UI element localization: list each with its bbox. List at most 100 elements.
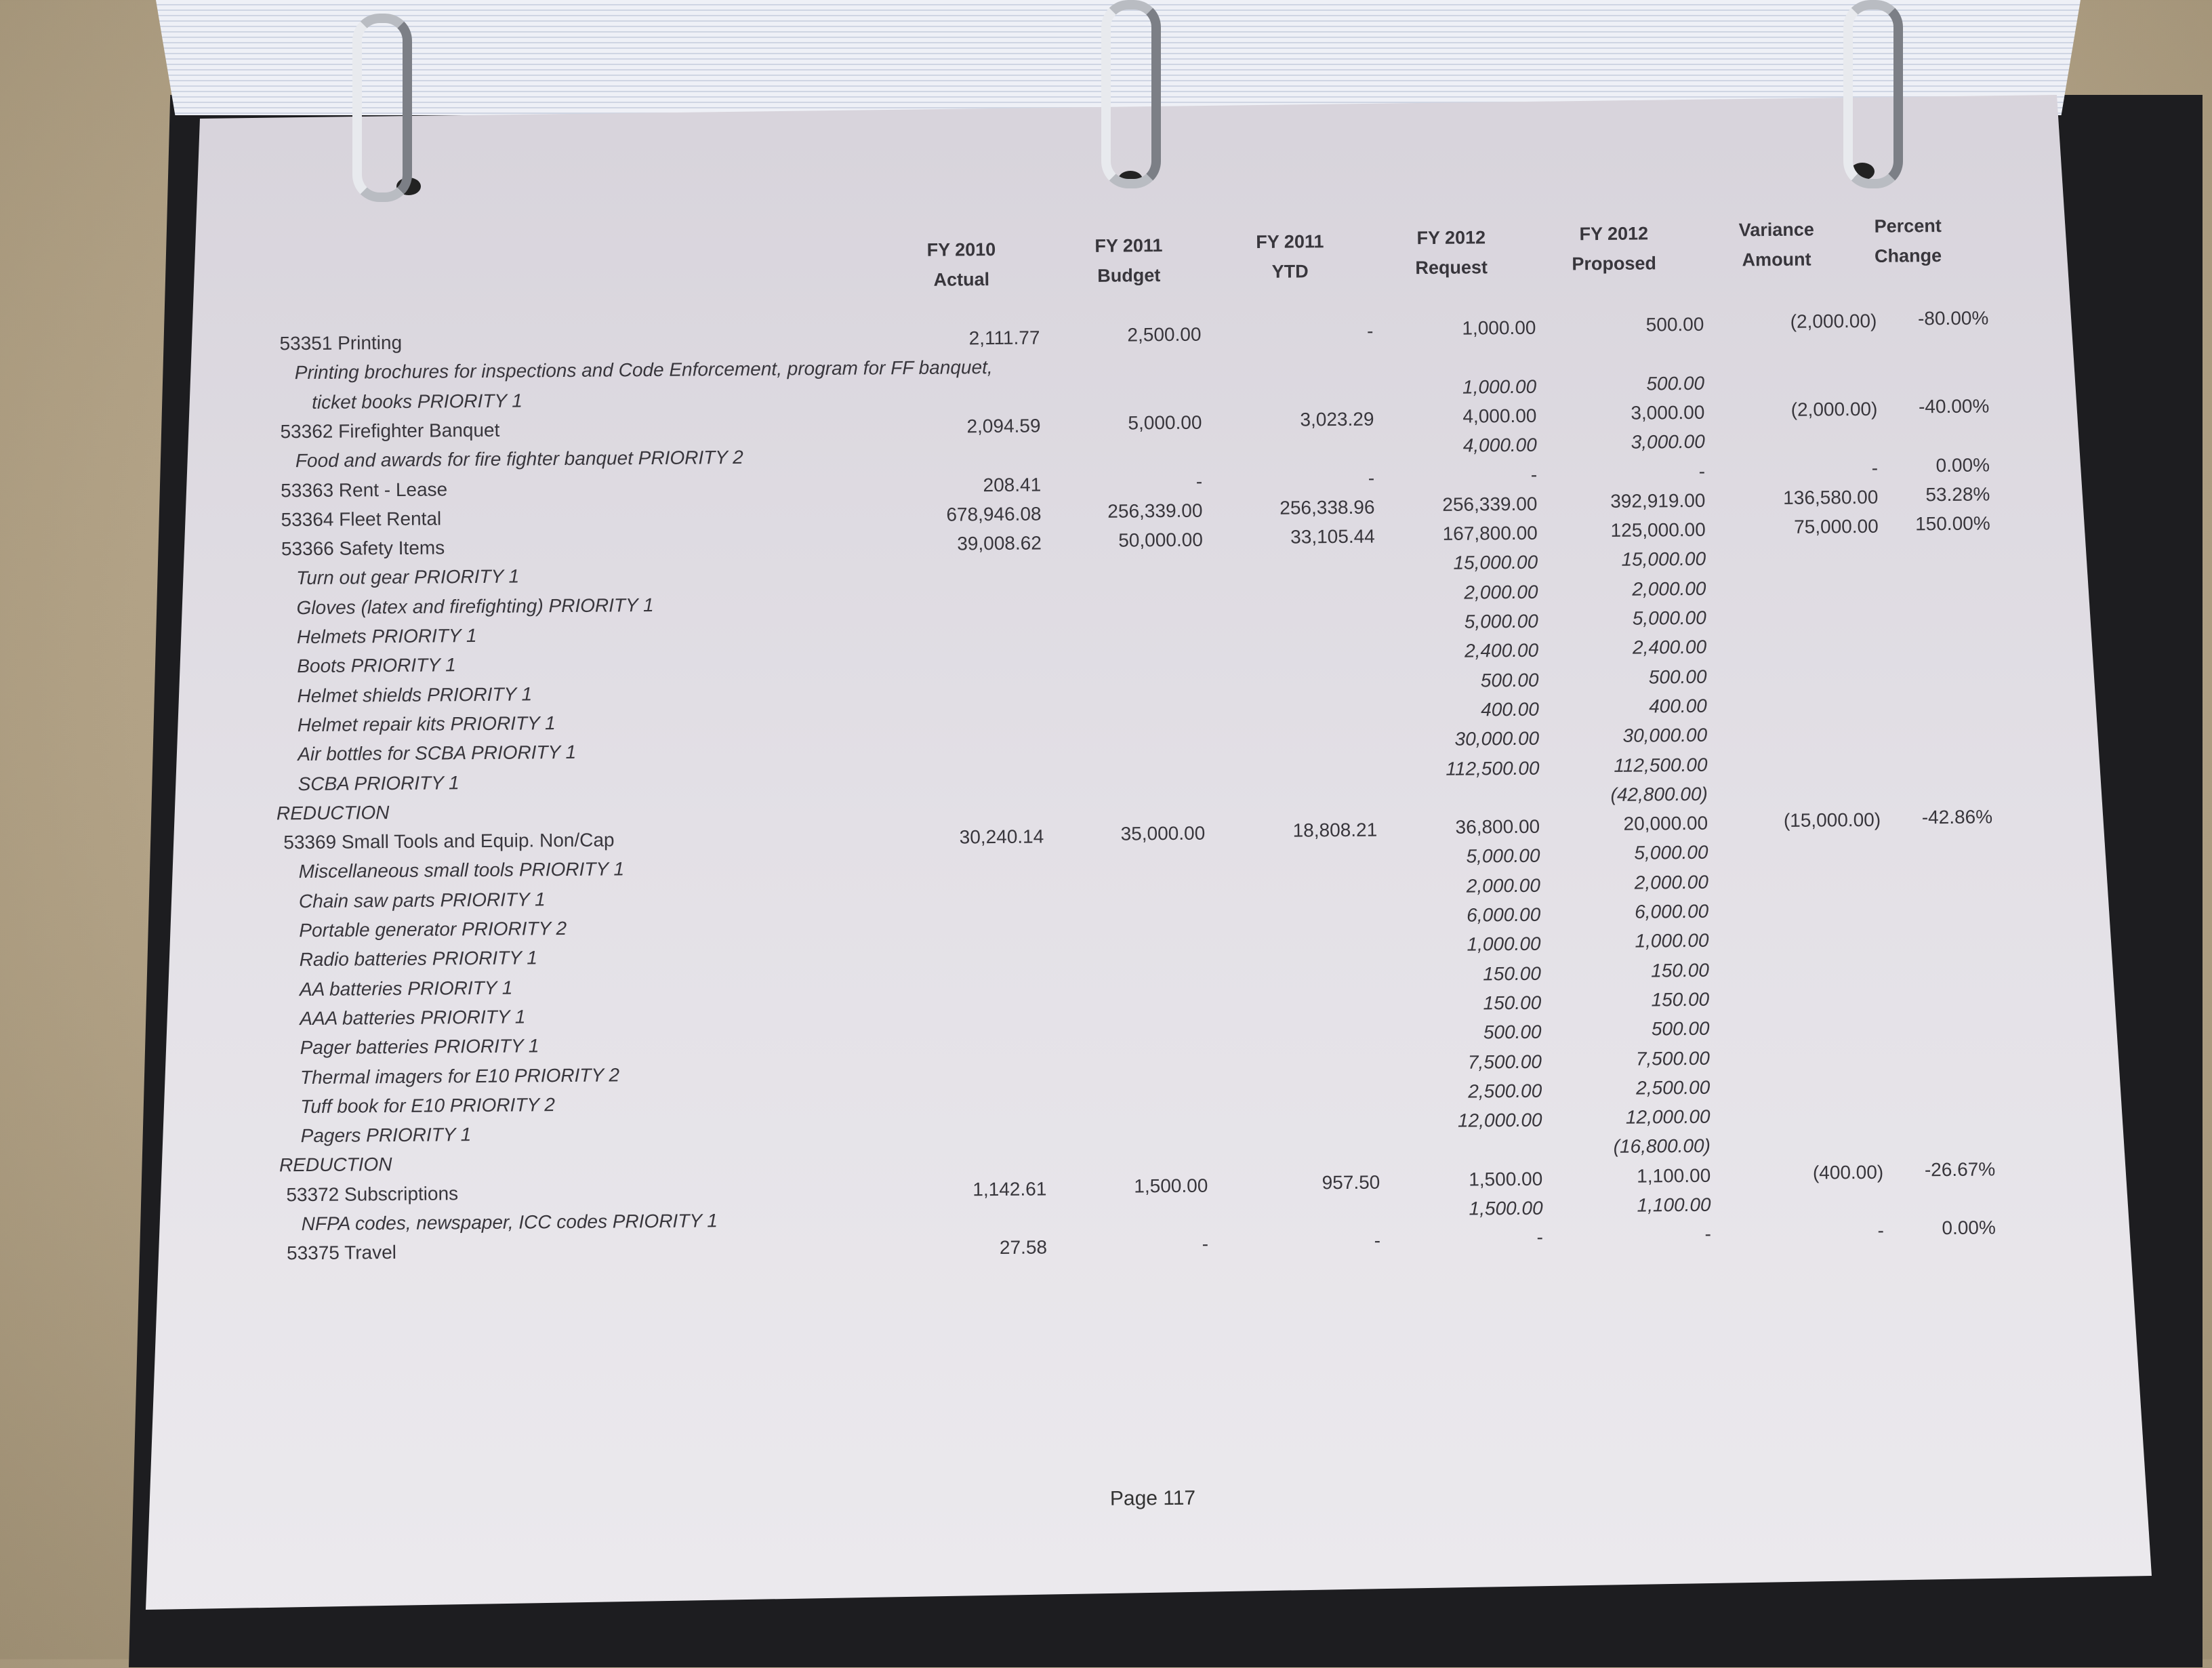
cell-value: 500.00 [1646,372,1705,394]
cell-value: 6,000.00 [1635,900,1709,922]
cell-value: 392,919.00 [1610,489,1706,512]
cell-value: 1,142.61 [972,1178,1047,1200]
cell-value: 53.28% [1925,483,1990,506]
cell-value: - [1536,1227,1544,1248]
cell-value: 2,000.00 [1464,581,1538,603]
cell-value: - [1366,320,1374,342]
cell-value: 500.00 [1483,1021,1542,1043]
header-line: Change [1874,245,1942,266]
cell-value: 27.58 [999,1236,1048,1259]
line-item-description: Chain saw parts PRIORITY 1 [298,888,546,912]
cell-value: 7,500.00 [1467,1051,1542,1073]
cell-value: 3,000.00 [1631,430,1705,453]
header-line: Request [1415,257,1488,279]
cell-value: - [1530,464,1538,485]
cell-value: -26.67% [1924,1158,1996,1180]
line-item-description: Gloves (latex and firefighting) PRIORITY… [296,594,654,618]
cell-value: 30,240.14 [959,826,1044,848]
cell-value: 150.00 [1651,959,1709,981]
line-item-description: Food and awards for fire fighter banquet… [295,447,743,472]
account-label: 53362 Firefighter Banquet [280,419,500,443]
column-header: Percent Change [1840,211,1976,272]
header-line: Budget [1097,265,1161,286]
header-line: FY 2011 [1094,235,1163,256]
line-item-description: Helmet shields PRIORITY 1 [297,683,533,706]
cell-value: 15,000.00 [1621,548,1706,571]
line-item-description: Helmet repair kits PRIORITY 1 [297,712,556,736]
cell-value: 35,000.00 [1120,822,1206,845]
cell-value: - [1195,470,1203,492]
line-item-description: SCBA PRIORITY 1 [298,771,459,794]
cell-value: 112,500.00 [1614,754,1708,776]
column-header: Variance Amount [1708,214,1845,275]
cell-value: 2,094.59 [966,415,1041,437]
cell-value: - [1374,1229,1381,1251]
cell-value: - [1202,1233,1209,1255]
cell-value: 2,000.00 [1466,874,1540,897]
column-header: FY 2011 Budget [1061,230,1197,291]
account-label: 53351 Printing [279,331,403,354]
cell-value: 0.00% [1936,453,1990,476]
cell-value: - [1368,467,1375,489]
cell-value: 2,111.77 [968,327,1040,349]
cell-value: -42.86% [1921,806,1993,828]
cell-value: 1,500.00 [1469,1197,1543,1219]
line-item-description: Pager batteries PRIORITY 1 [300,1035,539,1059]
cell-value: 7,500.00 [1635,1047,1710,1070]
line-item-description: AAA batteries PRIORITY 1 [300,1006,526,1029]
cell-value: 256,339.00 [1442,493,1538,515]
cell-value: 1,000.00 [1467,933,1541,955]
cell-value: 15,000.00 [1453,552,1538,574]
line-item-description: AA batteries PRIORITY 1 [299,977,513,1000]
cell-value: 150.00% [1915,512,1990,535]
cell-value: 2,000.00 [1632,577,1706,600]
account-label: 53363 Rent - Lease [281,478,448,501]
cell-value: 50,000.00 [1118,529,1203,551]
line-item-description: Printing brochures for inspections and C… [294,357,993,384]
cell-value: 208.41 [983,473,1042,495]
header-line: FY 2011 [1256,231,1324,252]
cell-value: 1,000.00 [1462,375,1537,398]
line-item-description: ticket books PRIORITY 1 [312,390,523,413]
cell-value: 4,000.00 [1462,434,1537,456]
cell-value: 1,100.00 [1637,1194,1711,1216]
header-line: Percent [1874,216,1942,237]
cell-value: (42,800.00) [1610,783,1708,805]
cell-value: 2,400.00 [1465,640,1539,662]
header-line: Amount [1742,249,1811,270]
cell-value: -40.00% [1918,395,1990,418]
column-header: FY 2010 Actual [893,235,1029,296]
cell-value: 30,000.00 [1454,727,1540,750]
cell-value: 5,000.00 [1128,411,1202,434]
cell-value: 1,500.00 [1469,1168,1543,1190]
cell-value: 5,000.00 [1634,842,1708,864]
cell-value: 1,000.00 [1635,930,1709,952]
page-number: Page 117 [1109,1486,1196,1510]
cell-value: 112,500.00 [1446,757,1540,779]
header-line: FY 2012 [1416,227,1486,249]
cell-value: 256,338.96 [1279,496,1375,518]
line-item-description: NFPA codes, newspaper, ICC codes PRIORIT… [301,1210,718,1235]
column-header: FY 2012 Proposed [1546,218,1682,279]
cell-value: 5,000.00 [1466,845,1540,867]
cell-value: 5,000.00 [1632,607,1706,629]
line-item-description: Miscellaneous small tools PRIORITY 1 [298,858,625,882]
cell-value: 18,808.21 [1292,819,1378,841]
cell-value: 4,000.00 [1462,405,1537,427]
header-line: FY 2010 [926,239,996,260]
cell-value: 20,000.00 [1623,812,1708,834]
header-line: FY 2012 [1579,223,1649,245]
cell-value: -80.00% [1917,307,1989,329]
cell-value: 2,500.00 [1468,1080,1542,1102]
cell-value: 400.00 [1649,695,1707,717]
account-label: 53372 Subscriptions [286,1182,459,1205]
account-label: 53375 Travel [286,1242,397,1264]
cell-value: 150.00 [1483,992,1542,1014]
header-line: Proposed [1572,253,1657,274]
binder-ring [1843,0,1903,188]
cell-value: 150.00 [1651,988,1710,1011]
cell-value: 39,008.62 [957,532,1042,554]
line-item-description: Boots PRIORITY 1 [297,654,456,677]
